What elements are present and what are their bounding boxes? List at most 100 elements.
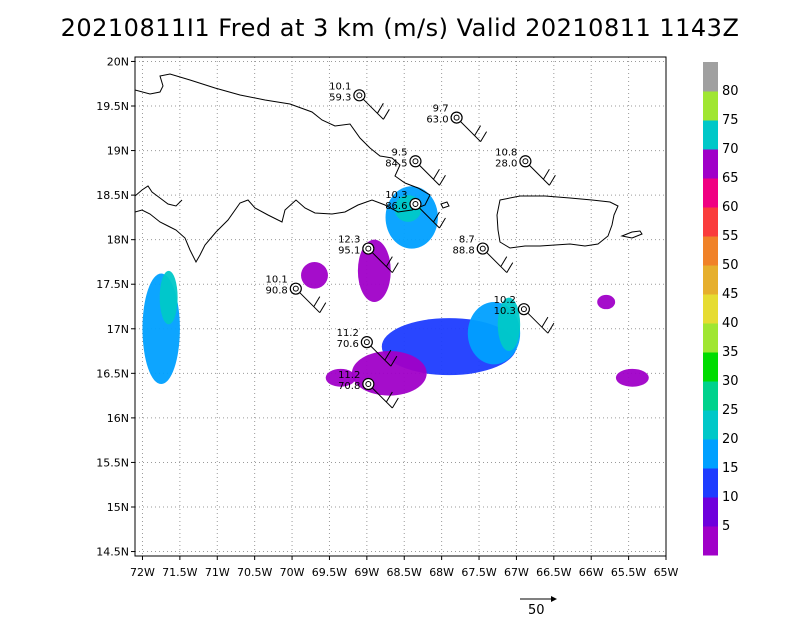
wind-barb <box>548 174 556 186</box>
grid-lines <box>135 57 667 556</box>
wind-speed-area <box>325 368 356 387</box>
observation-marker: 11.270.8 <box>338 370 399 409</box>
x-tick-label: 69W <box>354 566 379 579</box>
x-tick-label: 68W <box>429 566 454 579</box>
colorbar-label: 25 <box>722 403 739 418</box>
wind-barb <box>385 391 393 403</box>
colorbar-segment <box>703 352 718 382</box>
hispaniola-coast <box>135 73 431 264</box>
observation-marker: 9.763.0 <box>426 104 488 142</box>
obs-ring-inner <box>363 339 370 346</box>
observation-marker: 10.386.6 <box>385 190 446 229</box>
wind-speed-area <box>357 239 391 303</box>
wind-barb <box>500 256 508 267</box>
vieques-coast <box>620 230 643 239</box>
colorbar-segment <box>703 468 718 498</box>
obs-ring <box>476 242 489 255</box>
y-tick-label: 16.5N <box>96 367 129 380</box>
wind-barb <box>384 349 392 361</box>
wind-barb-staff <box>486 252 508 273</box>
wind-barb <box>480 131 488 142</box>
wind-barb-staff <box>460 121 481 142</box>
wind-barb <box>433 211 440 223</box>
colorbar-label: 75 <box>722 113 739 128</box>
colorbar-label: 40 <box>722 316 739 331</box>
obs-ring-inner <box>365 245 372 252</box>
wind-barb <box>391 397 399 409</box>
scale-vector: 50 <box>520 596 557 618</box>
y-tick-label: 18N <box>107 234 129 247</box>
x-tick-label: 66W <box>579 566 604 579</box>
colorbar-segment <box>703 439 718 469</box>
x-tick-label: 72W <box>130 566 155 579</box>
x-tick-label: 65.5W <box>611 566 646 579</box>
colorbar-label: 50 <box>722 258 739 273</box>
map-title: 20210811I1 Fred at 3 km (m/s) Valid 2021… <box>60 14 740 42</box>
observation-marker: 9.584.5 <box>385 147 446 186</box>
y-tick-label: 15.5N <box>96 456 129 469</box>
coastlines <box>135 73 643 264</box>
colorbar-segment <box>703 91 718 121</box>
x-tick-label: 68.5W <box>387 566 422 579</box>
mona-island-coast <box>440 201 450 209</box>
obs-label-top: 9.7 <box>433 104 449 115</box>
y-tick-label: 14.5N <box>96 546 129 559</box>
x-tick-label: 69.5W <box>312 566 347 579</box>
x-tick-label: 71.5W <box>162 566 197 579</box>
colorbar-label: 10 <box>722 490 739 505</box>
observation-marker: 12.395.1 <box>338 235 399 273</box>
wind-barb <box>376 103 384 114</box>
obs-ring-inner <box>356 92 363 99</box>
colorbar-segment <box>703 381 718 411</box>
obs-label-bottom: 59.3 <box>329 92 351 103</box>
obs-label-top: 10.1 <box>329 81 351 92</box>
wind-barb <box>385 256 393 267</box>
obs-ring-inner <box>365 381 372 388</box>
observation-markers: 10.159.3 9.763.0 9.584.5 10.828.0 10.386.6 12… <box>266 81 556 409</box>
x-axis-ticks: 72W 71.5W 71W 70.5W 70W 69.5W 69W 68.5W 68W 67.5W… <box>130 556 679 579</box>
obs-label-bottom: 88.8 <box>453 246 475 257</box>
wind-speed-area <box>597 294 616 310</box>
x-tick-label: 71W <box>205 566 230 579</box>
observation-marker: 8.788.8 <box>453 235 514 273</box>
y-tick-label: 18.5N <box>96 189 129 202</box>
colorbar-label: 55 <box>722 229 739 244</box>
obs-ring <box>362 242 375 255</box>
observation-marker: 10.190.8 <box>266 275 327 314</box>
observation-marker: 10.828.0 <box>495 147 556 186</box>
y-tick-label: 16N <box>107 412 129 425</box>
colorbar-segment <box>703 265 718 295</box>
x-tick-label: 70.5W <box>237 566 272 579</box>
colorbar-segment <box>703 323 718 353</box>
colorbar-label: 5 <box>722 519 730 534</box>
wind-barb <box>433 168 440 180</box>
obs-ring-inner <box>520 306 527 313</box>
wind-barb <box>391 262 399 273</box>
colorbar-label: 70 <box>722 142 739 157</box>
obs-ring-inner <box>412 158 419 165</box>
obs-ring <box>450 111 463 124</box>
obs-label-top: 11.2 <box>338 370 360 381</box>
y-tick-label: 15N <box>107 501 129 514</box>
colorbar-label: 35 <box>722 345 739 360</box>
obs-ring <box>517 303 531 316</box>
obs-label-bottom: 95.1 <box>338 246 360 257</box>
colorbar-segment <box>703 526 718 556</box>
colorbar-segment <box>703 149 718 179</box>
wind-barb-staff <box>371 252 393 273</box>
obs-label-bottom: 10.3 <box>494 306 516 317</box>
plot-frame <box>134 56 667 557</box>
wind-barb-staff <box>529 164 550 186</box>
obs-ring <box>409 155 422 168</box>
obs-ring <box>409 197 422 211</box>
wind-barb-staff <box>370 345 392 367</box>
y-axis-ticks: 20N 19.5N 19N 18.5N 18N 17.5N 17N 16.5N 16N 15.5N… <box>96 55 135 559</box>
wind-barb-staff <box>419 164 440 186</box>
puerto-rico-coast <box>496 195 619 249</box>
wind-barb-staff <box>299 292 321 314</box>
wind-barb <box>547 322 555 334</box>
obs-label-bottom: 28.0 <box>495 158 517 169</box>
obs-label-top: 10.8 <box>495 147 517 158</box>
colorbar-label: 15 <box>722 461 739 476</box>
